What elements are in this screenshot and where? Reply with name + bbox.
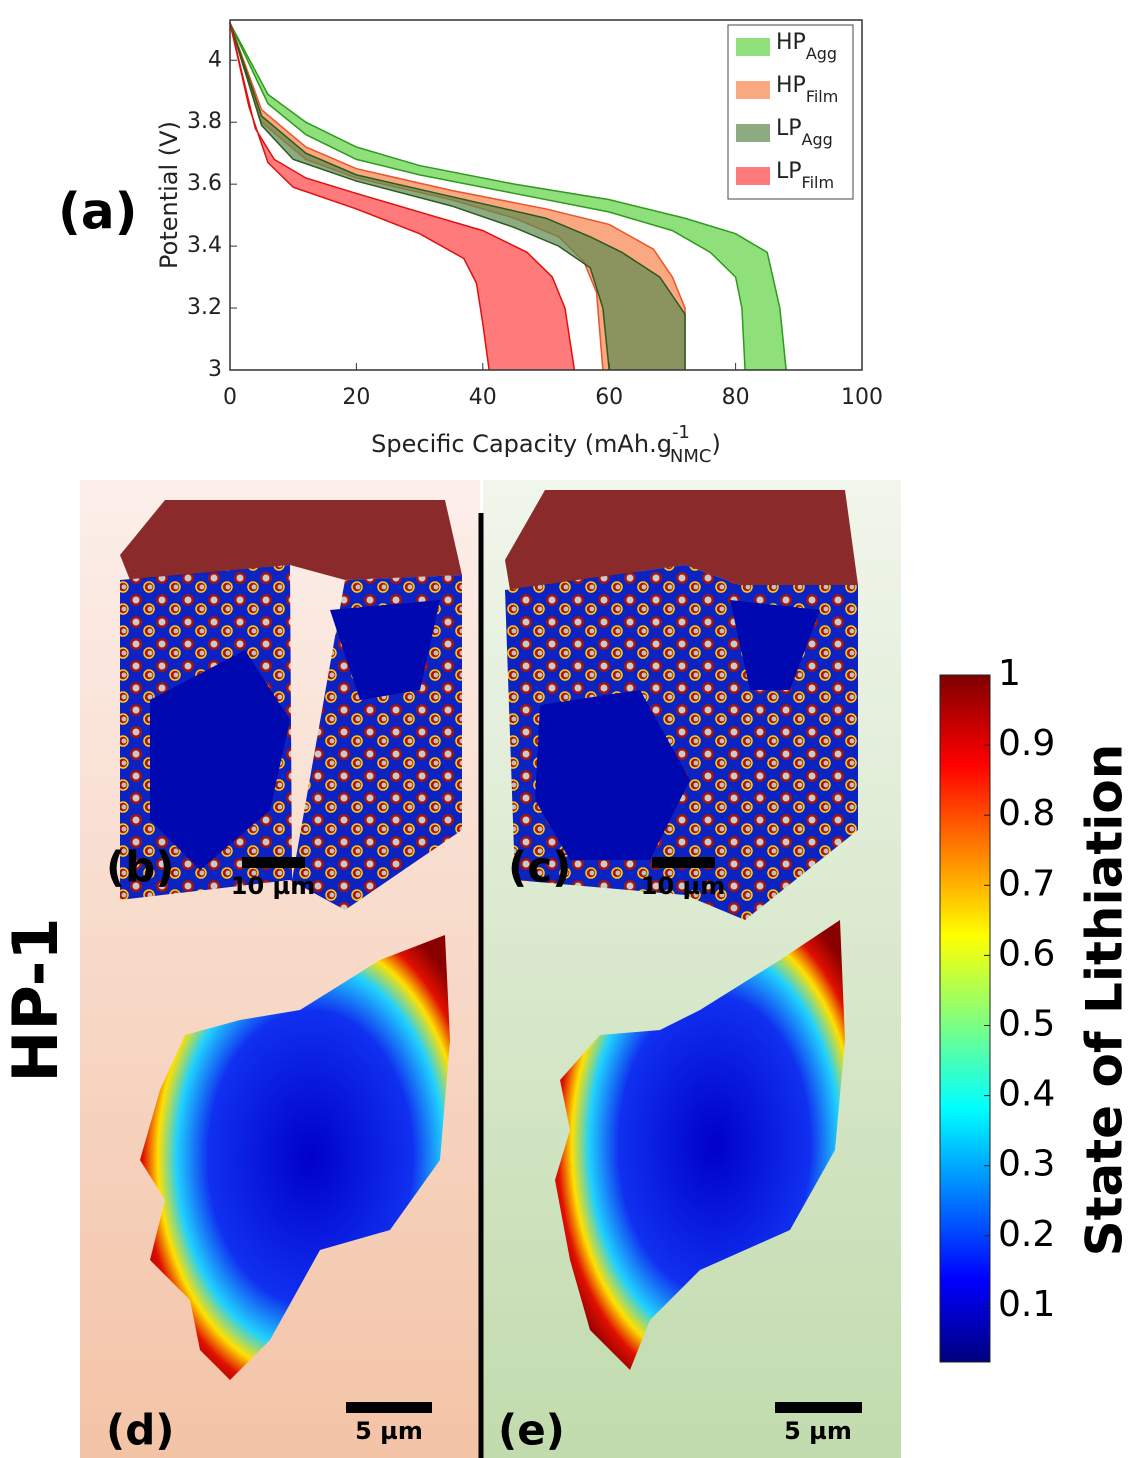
x-axis-label-part: Specific Capacity (mAh.g	[371, 430, 672, 458]
band	[230, 23, 686, 370]
legend-swatch	[736, 38, 770, 56]
y-tick-label: 3.8	[187, 109, 222, 134]
x-tick-label: 80	[722, 385, 750, 410]
legend-swatch	[736, 167, 770, 185]
colorbar-tick-label: 0.3	[998, 1144, 1055, 1185]
panel-label: (b)	[106, 843, 174, 892]
band-edge	[229, 22, 490, 371]
render-b	[120, 500, 462, 910]
legend-name: LP	[776, 116, 802, 141]
x-tick-label: 60	[595, 385, 623, 410]
x-tick-label: 20	[342, 385, 370, 410]
colorbar-tick-label: 0.1	[998, 1284, 1055, 1325]
y-tick-label: 3.2	[187, 295, 222, 320]
legend-swatch	[736, 124, 770, 142]
legend-label: HPFilm	[776, 73, 838, 106]
colorbar-tick-label: 0.4	[998, 1074, 1055, 1115]
legend-label: LPFilm	[776, 159, 834, 192]
scale-label: 5 µm	[355, 1417, 423, 1445]
x-axis-label-part: )	[711, 430, 720, 458]
legend-sub: Film	[802, 173, 835, 192]
x-tick-label: 40	[469, 385, 497, 410]
plot-frame	[229, 19, 863, 371]
colorbar-tick-label: 0.8	[998, 793, 1055, 834]
y-tick-label: 3.4	[187, 233, 222, 258]
colorbar-tick-label: 0.6	[998, 933, 1055, 974]
band-edge	[229, 22, 610, 371]
x-axis-label: Specific Capacity (mAh.g-1 NMC)	[371, 422, 721, 467]
band	[230, 23, 686, 370]
legend-name: HP	[776, 73, 806, 98]
legend-name: HP	[776, 30, 806, 55]
colorbar-tick-label: 0.5	[998, 1004, 1055, 1045]
scale-label: 10 µm	[231, 872, 315, 900]
band-edge	[229, 22, 686, 370]
band-edge	[229, 22, 746, 371]
colorbar	[939, 674, 991, 1363]
colorbar-tick-label: 0.9	[998, 723, 1055, 764]
legend-sub: Agg	[806, 44, 837, 63]
panel-label: (c)	[508, 843, 571, 892]
legend-swatch	[736, 81, 770, 99]
legend-label: HPAgg	[776, 30, 837, 63]
y-tick-label: 3	[208, 357, 222, 382]
render-c	[505, 490, 858, 920]
band-edge	[229, 22, 787, 371]
row-label: HP-1	[0, 917, 72, 1082]
scale-label: 10 µm	[641, 872, 725, 900]
colorbar-tick-label: 0.7	[998, 863, 1055, 904]
y-tick-label: 3.6	[187, 171, 222, 196]
colorbar-tick-label: 0.2	[998, 1214, 1055, 1255]
scale-label: 5 µm	[784, 1417, 852, 1445]
legend-name: LP	[776, 159, 802, 184]
scale-bar	[775, 1402, 862, 1413]
panel-label: (e)	[498, 1406, 565, 1455]
x-tick-label: 100	[841, 385, 883, 410]
render-e	[555, 920, 845, 1370]
panel-label: (d)	[106, 1406, 174, 1455]
colorbar-tick-label: 1	[998, 653, 1021, 694]
legend-sub: Agg	[802, 130, 833, 149]
y-tick-label: 4	[208, 47, 222, 72]
x-tick-label: 0	[223, 385, 237, 410]
band-edge	[229, 22, 686, 370]
x-axis-label-sup: -1	[672, 422, 690, 443]
x-axis-label-sub: NMC	[670, 446, 712, 467]
scale-bar	[242, 857, 305, 868]
scale-bar	[652, 857, 715, 868]
legend-sub: Film	[806, 87, 839, 106]
legend-label: LPAgg	[776, 116, 833, 149]
render-d	[140, 935, 450, 1380]
band	[230, 23, 575, 370]
y-axis-label: Potential (V)	[155, 121, 183, 269]
colorbar-label: State of Lithiation	[1076, 744, 1134, 1257]
panel-label: (a)	[58, 183, 137, 241]
scale-bar	[346, 1402, 432, 1413]
band-edge	[229, 22, 576, 371]
